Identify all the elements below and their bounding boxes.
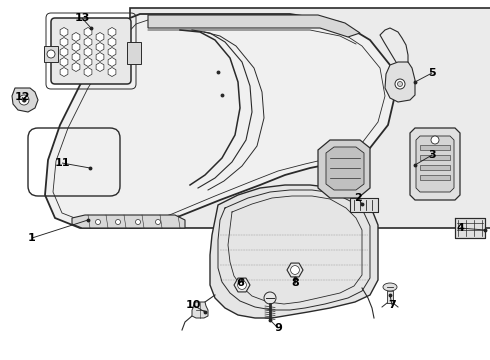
Polygon shape (72, 215, 185, 228)
Text: 12: 12 (14, 92, 30, 102)
Circle shape (96, 220, 100, 225)
Ellipse shape (383, 283, 397, 291)
Polygon shape (234, 278, 250, 292)
Text: 11: 11 (54, 158, 70, 168)
Polygon shape (410, 128, 460, 200)
Bar (130, 8, 490, 228)
Circle shape (431, 136, 439, 144)
Polygon shape (318, 140, 370, 198)
Bar (387, 291, 393, 303)
Text: 7: 7 (388, 300, 396, 310)
Bar (420, 175, 450, 180)
Polygon shape (192, 302, 208, 318)
Bar (350, 198, 378, 212)
Text: 13: 13 (74, 13, 90, 23)
Text: 6: 6 (236, 278, 244, 288)
Bar (420, 155, 450, 160)
Polygon shape (385, 62, 415, 102)
Text: 8: 8 (291, 278, 299, 288)
Text: 9: 9 (274, 323, 282, 333)
Text: 4: 4 (456, 223, 464, 233)
Circle shape (264, 292, 276, 304)
Polygon shape (12, 88, 38, 112)
Text: 2: 2 (354, 193, 362, 203)
Polygon shape (45, 14, 395, 228)
Circle shape (19, 95, 29, 105)
Polygon shape (148, 15, 360, 37)
Polygon shape (287, 263, 303, 277)
Circle shape (238, 280, 246, 289)
Circle shape (22, 98, 26, 102)
Circle shape (397, 81, 402, 86)
Text: 1: 1 (28, 233, 36, 243)
Bar (127, 42, 141, 64)
Polygon shape (210, 185, 378, 318)
Text: 10: 10 (185, 300, 201, 310)
FancyBboxPatch shape (51, 18, 131, 84)
Circle shape (395, 79, 405, 89)
Bar (420, 145, 450, 150)
Bar (455, 218, 485, 238)
Bar (420, 165, 450, 170)
Circle shape (47, 50, 55, 58)
Circle shape (136, 220, 141, 225)
Circle shape (116, 220, 121, 225)
Text: 3: 3 (428, 150, 436, 160)
Circle shape (155, 220, 161, 225)
Polygon shape (326, 147, 364, 190)
Bar (44, 46, 58, 62)
Circle shape (291, 266, 299, 274)
Polygon shape (416, 136, 454, 192)
Text: 5: 5 (428, 68, 436, 78)
